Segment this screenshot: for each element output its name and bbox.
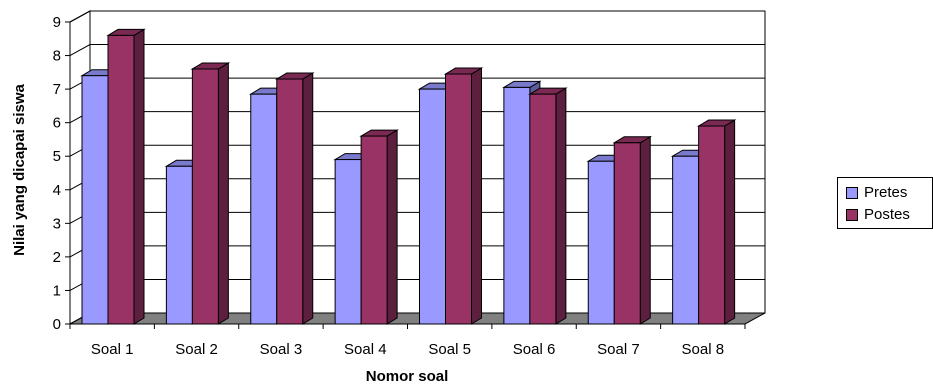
legend-swatch-pretes <box>846 187 858 199</box>
bar-front <box>672 155 700 325</box>
bar-side <box>386 129 398 325</box>
bar-front <box>445 73 472 325</box>
legend-label-pretes: Pretes <box>864 184 908 201</box>
y-tick-label: 3 <box>53 215 61 232</box>
legend-item-pretes: Pretes <box>846 184 907 202</box>
bar-postes-7 <box>612 135 653 325</box>
y-tick-label: 2 <box>53 249 61 266</box>
x-tick-label: Soal 8 <box>682 341 725 358</box>
bar-side <box>302 72 314 325</box>
y-tick-label: 0 <box>53 316 61 333</box>
bar-front <box>360 135 388 325</box>
bar-front <box>334 159 362 325</box>
x-axis-title: Nomor soal <box>366 368 449 385</box>
bar-side <box>217 62 229 325</box>
bar-side <box>133 28 145 325</box>
legend: Pretes Postes <box>837 177 933 229</box>
x-tick-label: Soal 7 <box>597 341 640 358</box>
bar-front <box>191 68 219 325</box>
x-tick-label: Soal 4 <box>344 341 387 358</box>
y-tick-label: 9 <box>53 14 61 31</box>
bar-front <box>250 93 278 325</box>
y-tick-label: 1 <box>53 282 61 299</box>
bar-front <box>276 78 304 325</box>
bars <box>80 28 737 325</box>
gridline <box>69 44 765 56</box>
bar-postes-6 <box>528 87 568 325</box>
bar-front <box>529 93 557 325</box>
bar-front <box>587 160 615 325</box>
y-tick-labels: 0 1 2 3 4 5 6 7 8 9 <box>53 14 70 333</box>
bar-front <box>107 34 135 325</box>
y-tick-label: 6 <box>53 115 61 132</box>
bar-front <box>698 125 726 325</box>
y-tick-label: 5 <box>53 148 61 165</box>
x-tick-label: Soal 1 <box>91 341 134 358</box>
bar-side <box>724 119 736 325</box>
x-tick-label: Soal 3 <box>260 341 303 358</box>
bar-side <box>639 135 651 325</box>
y-tick-label: 4 <box>53 182 61 199</box>
y-tick-label: 8 <box>53 48 61 65</box>
bar-front <box>503 86 531 325</box>
x-tick-label: Soal 5 <box>428 341 471 358</box>
bar-side <box>471 67 482 325</box>
y-tick-label: 7 <box>53 81 61 98</box>
legend-label-postes: Postes <box>864 206 910 223</box>
bar-front <box>165 165 193 325</box>
legend-item-postes: Postes <box>846 206 910 224</box>
x-tick-label: Soal 2 <box>175 341 218 358</box>
gridline <box>69 10 765 23</box>
bar-postes-8 <box>696 119 737 325</box>
y-axis-title: Nilai yang dicapai siswa <box>11 83 28 255</box>
bar-postes-2 <box>190 62 231 325</box>
bar-postes-4 <box>359 129 399 325</box>
bar-front <box>613 142 641 325</box>
bar-front <box>81 75 109 325</box>
bar-front <box>419 88 446 325</box>
x-tick-labels: Soal 1 Soal 2 Soal 3 Soal 4 Soal 5 Soal 6 Soal… <box>69 324 746 358</box>
bar-side <box>555 87 567 325</box>
legend-swatch-postes <box>846 209 858 221</box>
bar-postes-5 <box>443 67 484 325</box>
bar-postes-3 <box>274 72 315 325</box>
bar-postes-1 <box>106 28 146 325</box>
x-tick-label: Soal 6 <box>513 341 556 358</box>
